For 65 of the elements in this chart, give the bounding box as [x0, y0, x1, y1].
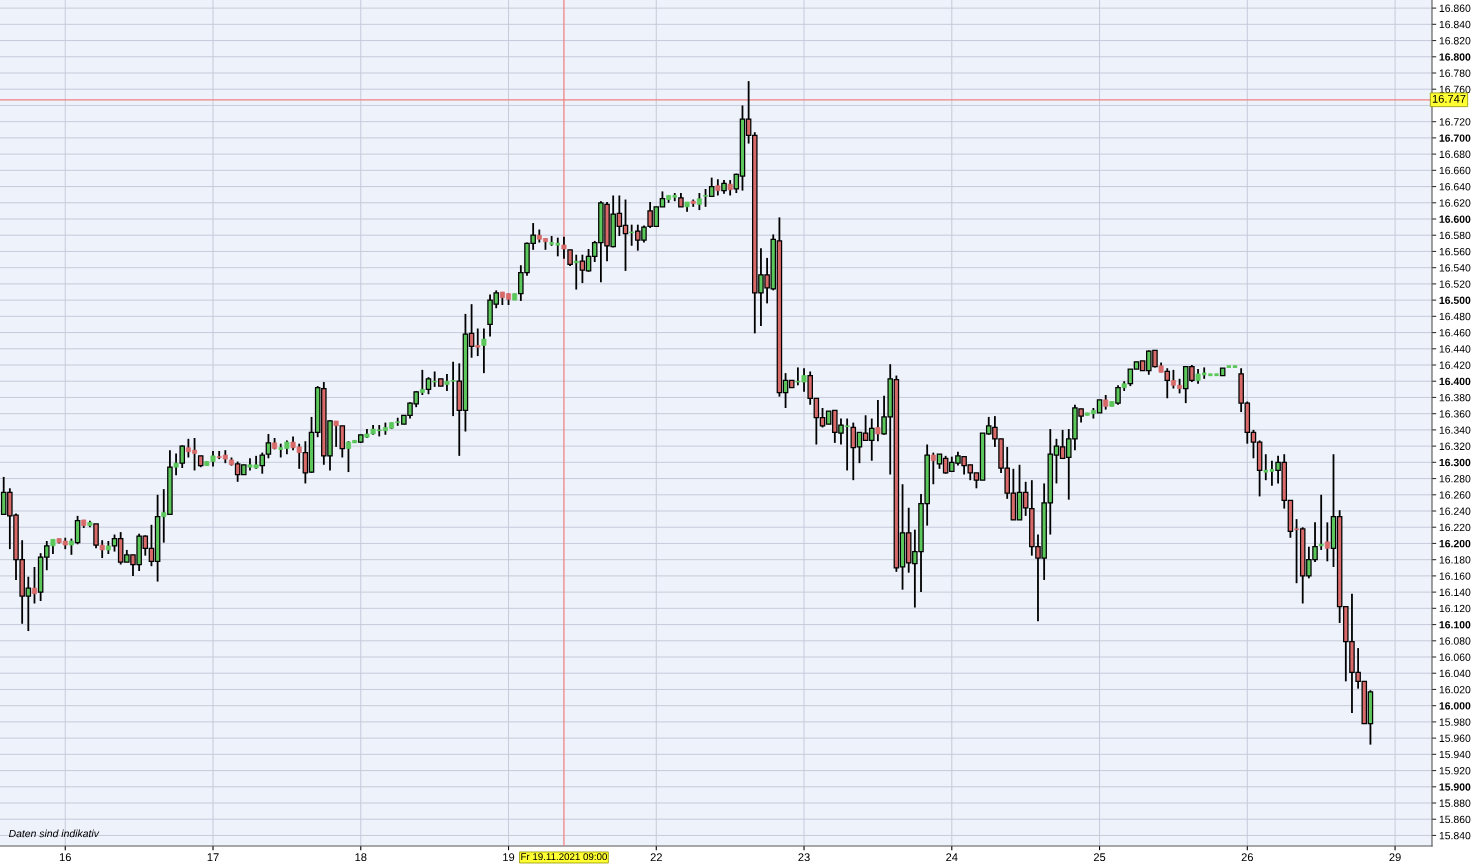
y-tick-label: 16.660 — [1439, 166, 1471, 175]
y-tick-label: 16.180 — [1439, 556, 1471, 564]
y-tick-label: 16.700 — [1439, 134, 1471, 142]
y-tick-label: 16.420 — [1439, 361, 1471, 369]
x-tick-label: 22 — [650, 853, 662, 861]
y-tick-label: 16.620 — [1439, 199, 1471, 207]
x-tick-label: 16 — [59, 853, 71, 862]
y-tick-label: 15.900 — [1439, 783, 1471, 791]
y-tick-label: 16.680 — [1439, 150, 1471, 158]
y-tick-label: 15.960 — [1439, 734, 1471, 742]
y-tick-label: 16.480 — [1439, 312, 1471, 321]
candlestick — [481, 327, 487, 375]
y-tick-label: 16.800 — [1439, 53, 1471, 61]
y-tick-label: 16.720 — [1439, 118, 1471, 126]
x-tick-label: 26 — [1241, 853, 1253, 862]
y-tick-label: 16.400 — [1439, 377, 1471, 386]
ref-line-label: 16.747 — [1432, 94, 1466, 103]
y-tick-label: 16.280 — [1439, 475, 1471, 483]
y-tick-label: 15.980 — [1439, 718, 1471, 726]
y-tick-label: 16.540 — [1439, 264, 1471, 272]
x-tick-label: 24 — [946, 853, 958, 861]
y-tick-label: 15.860 — [1439, 815, 1471, 824]
y-tick-label: 16.000 — [1439, 702, 1471, 710]
y-tick-label: 16.560 — [1439, 247, 1471, 256]
y-tick-label: 16.440 — [1439, 345, 1471, 353]
x-tick-label: 19 — [503, 853, 515, 862]
y-tick-label: 16.340 — [1439, 426, 1471, 434]
y-tick-label: 16.160 — [1439, 572, 1471, 580]
x-tick-label: 23 — [798, 853, 810, 862]
y-tick-label: 16.360 — [1439, 410, 1471, 418]
y-tick-label: 16.460 — [1439, 329, 1471, 337]
y-tick-label: 16.260 — [1439, 491, 1471, 499]
y-tick-label: 16.320 — [1439, 442, 1471, 450]
y-tick-label: 16.100 — [1439, 621, 1471, 629]
y-tick-label: 15.840 — [1439, 831, 1471, 840]
x-tick-label: 29 — [1389, 853, 1401, 862]
y-tick-label: 16.780 — [1439, 69, 1471, 77]
y-tick-label: 15.940 — [1439, 750, 1471, 759]
x-tick-label: 25 — [1093, 853, 1106, 862]
x-tick-label: 18 — [355, 853, 367, 862]
y-tick-label: 16.300 — [1439, 458, 1471, 467]
y-tick-label: 16.380 — [1439, 393, 1471, 402]
y-tick-label: 16.040 — [1439, 669, 1471, 678]
y-tick-label: 16.580 — [1439, 231, 1471, 240]
y-tick-label: 16.640 — [1439, 183, 1471, 191]
y-tick-label: 15.920 — [1439, 767, 1471, 775]
y-tick-label: 16.200 — [1439, 539, 1471, 548]
y-tick-label: 16.080 — [1439, 637, 1471, 645]
x-tick-label: Fr 19.11.2021 09:00 — [521, 853, 607, 861]
y-tick-label: 16.120 — [1439, 604, 1471, 613]
y-tick-label: 16.600 — [1439, 215, 1471, 223]
y-tick-label: 16.060 — [1439, 653, 1471, 661]
y-tick-label: 16.820 — [1439, 37, 1471, 45]
y-tick-label: 16.500 — [1439, 296, 1471, 304]
x-tick-label: 17 — [207, 853, 219, 861]
y-tick-label: 16.240 — [1439, 507, 1471, 515]
y-tick-label: 16.520 — [1439, 280, 1471, 288]
y-tick-label: 16.860 — [1439, 4, 1471, 12]
y-tick-label: 16.760 — [1439, 85, 1471, 94]
y-tick-label: 16.840 — [1439, 20, 1471, 29]
annotation: Daten sind indikativ — [8, 829, 100, 838]
y-tick-label: 16.220 — [1439, 523, 1471, 532]
y-tick-label: 16.020 — [1439, 685, 1471, 694]
y-tick-label: 15.880 — [1439, 799, 1471, 807]
y-tick-label: 16.140 — [1439, 588, 1471, 596]
